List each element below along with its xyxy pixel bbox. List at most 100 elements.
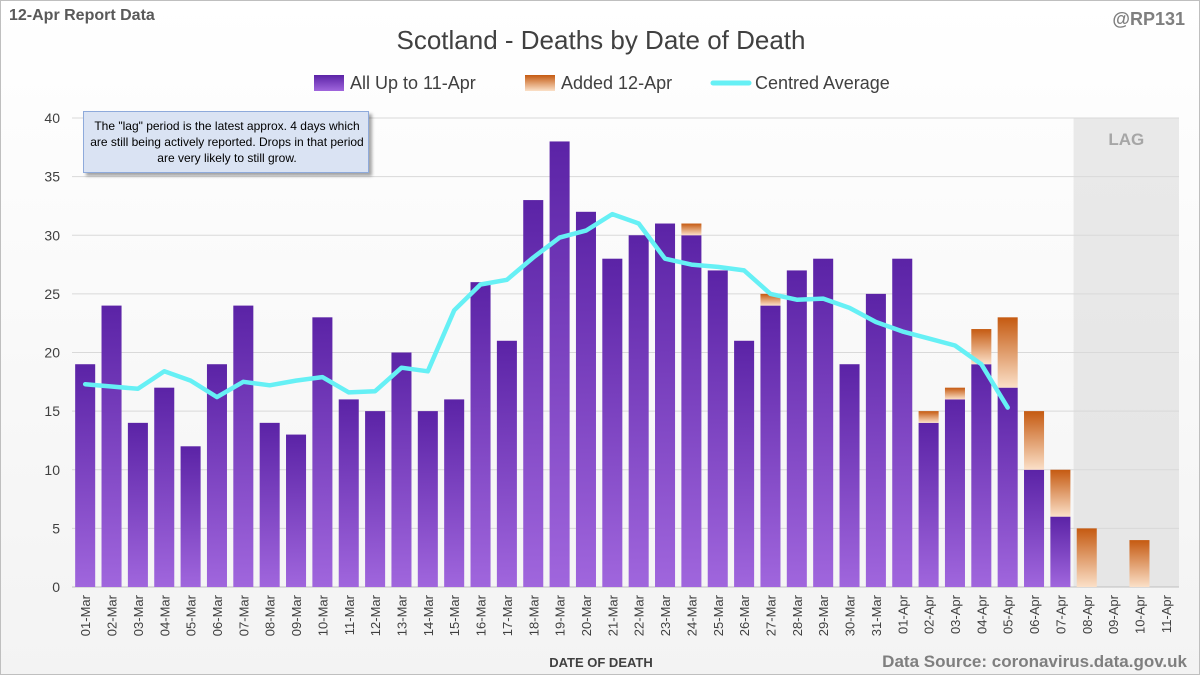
bar-all-up-to-11-apr <box>628 235 649 587</box>
x-tick-label: 10-Apr <box>1132 594 1147 634</box>
bar-all-up-to-11-apr <box>206 364 227 587</box>
x-tick-label: 02-Apr <box>922 594 937 634</box>
x-tick-label: 23-Mar <box>658 594 673 636</box>
x-tick-label: 07-Apr <box>1053 594 1068 634</box>
legend-swatch <box>525 75 555 91</box>
legend-label: Centred Average <box>755 73 890 93</box>
x-tick-label: 14-Mar <box>421 594 436 636</box>
bar-all-up-to-11-apr <box>312 317 333 587</box>
x-tick-label: 05-Apr <box>1001 594 1016 634</box>
centred-average-line <box>82 211 1010 410</box>
y-tick-label: 5 <box>52 520 60 536</box>
bar-all-up-to-11-apr <box>575 211 596 588</box>
bar-added-12-apr <box>1024 411 1045 470</box>
bar-all-up-to-11-apr <box>523 200 544 587</box>
x-tick-label: 11-Apr <box>1159 594 1174 633</box>
x-tick-label: 10-Mar <box>315 594 330 636</box>
bar-all-up-to-11-apr <box>707 270 728 587</box>
bar-all-up-to-11-apr <box>813 258 834 587</box>
bar-all-up-to-11-apr <box>786 270 807 587</box>
x-tick-label: 09-Mar <box>289 594 304 636</box>
x-tick-label: 12-Mar <box>368 594 383 636</box>
x-tick-label: 28-Mar <box>790 594 805 636</box>
bar-all-up-to-11-apr <box>496 340 517 587</box>
bar-all-up-to-11-apr <box>760 305 781 587</box>
x-axis-title: DATE OF DEATH <box>549 655 653 670</box>
x-tick-label: 16-Mar <box>474 594 489 636</box>
x-tick-label: 06-Apr <box>1027 594 1042 634</box>
lag-note-box: The "lag" period is the latest approx. 4… <box>83 111 369 173</box>
bar-added-12-apr <box>760 293 781 306</box>
bar-all-up-to-11-apr <box>470 282 491 587</box>
x-tick-label: 18-Mar <box>526 594 541 636</box>
x-tick-label: 07-Mar <box>236 594 251 636</box>
x-tick-label: 04-Apr <box>974 594 989 634</box>
bar-all-up-to-11-apr <box>154 387 175 587</box>
x-tick-label: 26-Mar <box>737 594 752 636</box>
bar-added-12-apr <box>1129 540 1150 587</box>
y-tick-label: 35 <box>44 169 60 185</box>
data-source-label: Data Source: coronavirus.data.gov.uk <box>882 652 1187 671</box>
y-tick-label: 20 <box>44 345 60 361</box>
bar-all-up-to-11-apr <box>918 422 939 587</box>
x-tick-label: 03-Mar <box>131 594 146 636</box>
bar-all-up-to-11-apr <box>180 446 201 587</box>
x-tick-label: 02-Mar <box>105 594 120 636</box>
y-tick-label: 25 <box>44 286 60 302</box>
x-tick-label: 20-Mar <box>579 594 594 636</box>
x-tick-label: 17-Mar <box>500 594 515 636</box>
bar-all-up-to-11-apr <box>1024 469 1045 587</box>
x-tick-label: 09-Apr <box>1106 594 1121 634</box>
legend-label: Added 12-Apr <box>561 73 672 93</box>
author-handle: @RP131 <box>1112 9 1185 29</box>
bar-all-up-to-11-apr <box>944 399 965 587</box>
bar-added-12-apr <box>971 329 992 365</box>
x-tick-label: 24-Mar <box>684 594 699 636</box>
x-tick-label: 11-Mar <box>342 594 357 635</box>
x-tick-label: 27-Mar <box>763 594 778 636</box>
bar-added-12-apr <box>1050 469 1071 517</box>
x-tick-label: 03-Apr <box>948 594 963 634</box>
bar-all-up-to-11-apr <box>971 364 992 587</box>
x-tick-label: 22-Mar <box>632 594 647 636</box>
x-tick-label: 31-Mar <box>869 594 884 636</box>
bar-all-up-to-11-apr <box>127 422 148 587</box>
x-tick-label: 01-Apr <box>895 594 910 634</box>
bar-all-up-to-11-apr <box>602 258 623 587</box>
x-tick-label: 21-Mar <box>605 594 620 636</box>
legend-label: All Up to 11-Apr <box>350 73 476 93</box>
x-tick-label: 30-Mar <box>843 594 858 636</box>
bar-added-12-apr <box>997 317 1018 388</box>
x-tick-label: 29-Mar <box>816 594 831 636</box>
bar-all-up-to-11-apr <box>1050 516 1071 587</box>
bar-added-12-apr <box>1076 528 1097 587</box>
y-tick-label: 0 <box>52 579 60 595</box>
x-tick-label: 08-Apr <box>1080 594 1095 634</box>
bar-all-up-to-11-apr <box>101 305 122 587</box>
bar-all-up-to-11-apr <box>286 434 307 587</box>
bar-all-up-to-11-apr <box>681 235 702 587</box>
report-date-label: 12-Apr Report Data <box>9 7 155 24</box>
bar-added-12-apr <box>681 223 702 236</box>
bar-all-up-to-11-apr <box>865 293 886 587</box>
bar-added-12-apr <box>918 411 939 423</box>
bar-added-12-apr <box>944 387 965 400</box>
bar-all-up-to-11-apr <box>259 422 280 587</box>
x-tick-label: 06-Mar <box>210 594 225 636</box>
x-tick-label: 13-Mar <box>394 594 409 636</box>
y-tick-label: 40 <box>44 110 60 126</box>
bar-all-up-to-11-apr <box>655 223 676 587</box>
bar-all-up-to-11-apr <box>75 364 96 587</box>
legend-swatch <box>314 75 344 91</box>
bar-all-up-to-11-apr <box>233 305 254 587</box>
bar-all-up-to-11-apr <box>892 258 913 587</box>
bar-all-up-to-11-apr <box>338 399 359 587</box>
x-tick-label: 19-Mar <box>553 594 568 636</box>
chart-title: Scotland - Deaths by Date of Death <box>396 25 805 55</box>
bar-all-up-to-11-apr <box>549 141 570 587</box>
bar-all-up-to-11-apr <box>997 387 1018 587</box>
bar-all-up-to-11-apr <box>417 411 438 587</box>
y-tick-label: 15 <box>44 403 60 419</box>
